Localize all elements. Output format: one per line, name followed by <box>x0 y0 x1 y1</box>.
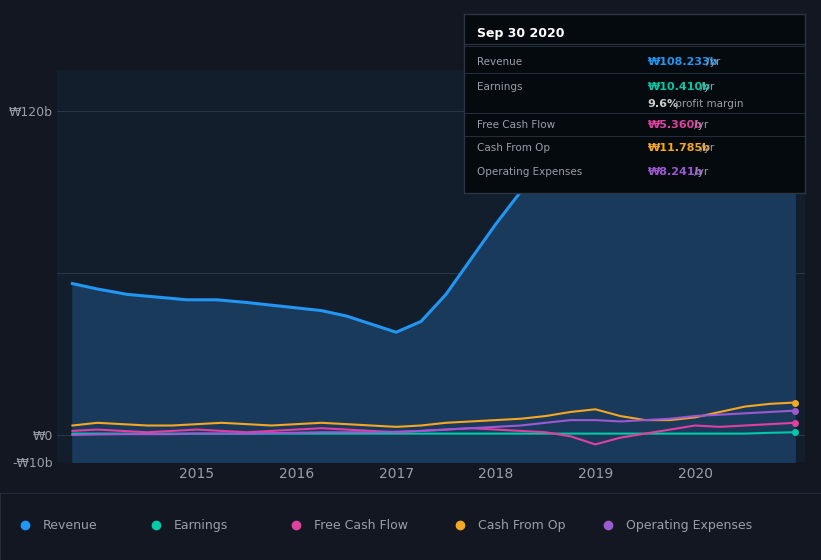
Text: ₩5.360b: ₩5.360b <box>648 120 703 130</box>
Text: /yr: /yr <box>690 167 708 177</box>
Text: Cash From Op: Cash From Op <box>478 519 566 531</box>
Text: profit margin: profit margin <box>672 99 744 109</box>
Text: ₩11.785b: ₩11.785b <box>648 143 711 153</box>
Text: Earnings: Earnings <box>174 519 228 531</box>
Text: ₩8.241b: ₩8.241b <box>648 167 704 177</box>
Text: /yr: /yr <box>690 120 708 130</box>
Text: Free Cash Flow: Free Cash Flow <box>314 519 407 531</box>
Text: /yr: /yr <box>697 143 714 153</box>
Text: Revenue: Revenue <box>43 519 98 531</box>
Text: /yr: /yr <box>697 82 714 92</box>
Text: Earnings: Earnings <box>478 82 523 92</box>
Text: ₩108.233b: ₩108.233b <box>648 57 718 67</box>
Text: Operating Expenses: Operating Expenses <box>478 167 583 177</box>
Text: Revenue: Revenue <box>478 57 523 67</box>
Text: Free Cash Flow: Free Cash Flow <box>478 120 556 130</box>
Text: 9.6%: 9.6% <box>648 99 679 109</box>
Text: Operating Expenses: Operating Expenses <box>626 519 752 531</box>
Text: Sep 30 2020: Sep 30 2020 <box>478 26 565 40</box>
Text: /yr: /yr <box>703 57 720 67</box>
Text: Cash From Op: Cash From Op <box>478 143 551 153</box>
Text: ₩10.410b: ₩10.410b <box>648 82 711 92</box>
